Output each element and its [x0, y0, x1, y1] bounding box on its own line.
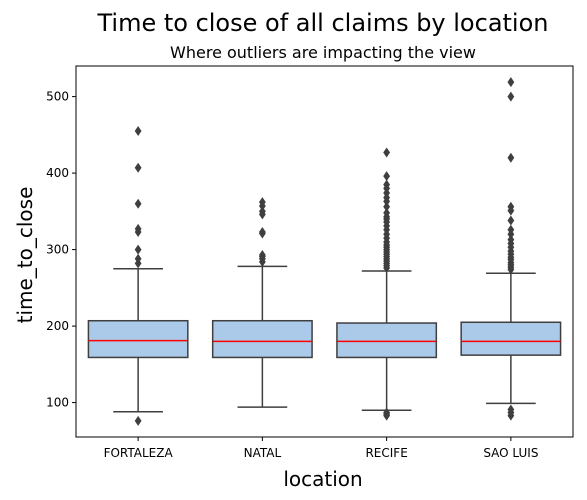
y-tick-label: 500 — [46, 90, 69, 104]
outlier-point — [507, 234, 515, 245]
y-tick-label: 100 — [46, 396, 69, 410]
outlier-point — [507, 404, 515, 415]
outlier-point — [258, 249, 266, 260]
x-tick-label: FORTALEZA — [104, 446, 174, 460]
y-axis: 100 200 300 400 500 — [46, 90, 76, 410]
outlier-point — [507, 77, 515, 88]
box-natal — [211, 197, 313, 408]
x-tick-label: SAO LUIS — [483, 446, 538, 460]
box-recife — [336, 147, 438, 421]
x-tick-label: RECIFE — [365, 446, 407, 460]
y-tick-label: 200 — [46, 319, 69, 333]
outlier-point — [507, 224, 515, 235]
outlier-point — [507, 201, 515, 212]
y-tick-label: 300 — [46, 243, 69, 257]
outlier-point — [134, 415, 142, 426]
outlier-point — [134, 162, 142, 173]
box-sao-luis — [460, 77, 562, 421]
outlier-point — [383, 179, 391, 190]
outlier-point — [258, 226, 266, 237]
outlier-point — [507, 91, 515, 102]
outlier-point — [134, 253, 142, 264]
outlier-point — [383, 171, 391, 182]
outlier-point — [134, 126, 142, 137]
plot-area — [87, 77, 562, 426]
outlier-point — [507, 215, 515, 226]
outlier-point — [258, 206, 266, 217]
outlier-point — [383, 147, 391, 158]
outlier-point — [383, 201, 391, 212]
x-axis: FORTALEZA NATAL RECIFE SAO LUIS — [104, 437, 538, 460]
box-fortaleza — [87, 126, 189, 426]
iqr-box — [87, 319, 189, 359]
chart-title: Time to close of all claims by location — [96, 9, 548, 37]
y-tick-label: 400 — [46, 166, 69, 180]
chart-subtitle: Where outliers are impacting the view — [170, 43, 476, 62]
outlier-point — [134, 198, 142, 209]
y-axis-label: time_to_close — [13, 187, 37, 324]
iqr-box — [336, 322, 438, 359]
outlier-point — [383, 207, 391, 218]
outlier-point — [134, 223, 142, 234]
x-tick-label: NATAL — [244, 446, 282, 460]
outlier-point — [383, 407, 391, 418]
iqr-box — [211, 319, 313, 359]
iqr-box — [460, 321, 562, 356]
outlier-point — [258, 197, 266, 208]
plot-frame — [75, 65, 574, 438]
outlier-point — [507, 152, 515, 163]
x-axis-label: location — [283, 467, 362, 491]
outlier-point — [134, 244, 142, 255]
